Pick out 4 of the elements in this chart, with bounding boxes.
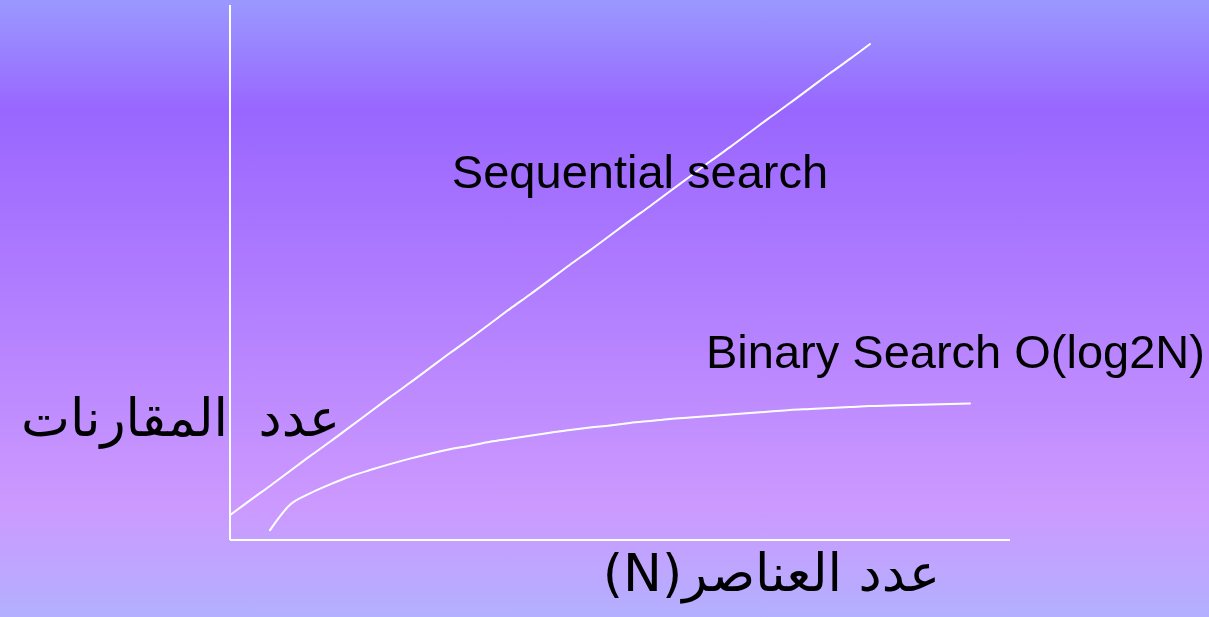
series-label: Sequential search [451, 145, 829, 198]
x-axis-title: عدد العناصر(N) [602, 543, 940, 604]
series-label: Binary Search O(log2N) [706, 325, 1205, 378]
y-axis-title: عدد المقارنات [21, 388, 340, 449]
